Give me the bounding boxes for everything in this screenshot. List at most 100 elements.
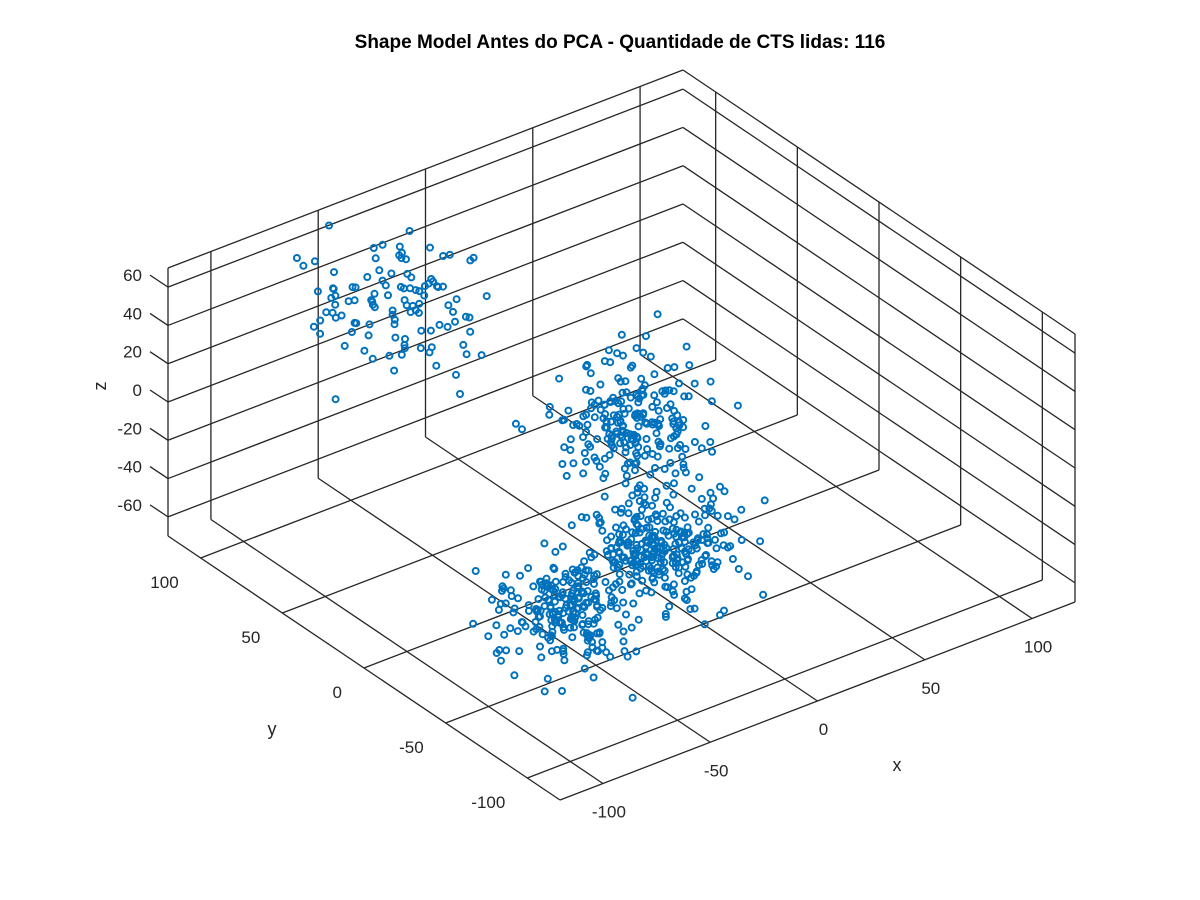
data-point (331, 395, 340, 404)
data-point (619, 598, 628, 607)
data-points (292, 221, 769, 702)
data-point (720, 487, 729, 496)
data-point (693, 536, 702, 545)
data-point (677, 544, 686, 553)
data-point (662, 544, 671, 552)
data-point (621, 479, 630, 488)
data-point (444, 301, 453, 310)
backwall-y-gridline-z (167, 165, 684, 365)
data-point (577, 513, 586, 522)
backwall-x-gridline-z (682, 318, 1076, 584)
data-point (713, 511, 722, 520)
data-point (371, 254, 380, 263)
data-point (365, 320, 374, 329)
data-point (660, 573, 669, 582)
data-point (568, 565, 577, 574)
backwall-y-gridline-z (167, 279, 684, 480)
z-tick-label: 20 (123, 343, 142, 362)
data-point (593, 613, 602, 622)
x-tick-label: -100 (592, 803, 626, 822)
data-point (682, 596, 691, 604)
data-point (654, 419, 663, 428)
data-point (637, 386, 646, 395)
data-point (598, 603, 607, 612)
data-point (682, 342, 691, 351)
data-point (602, 648, 611, 657)
data-point (569, 586, 578, 595)
backwall-y-gridline-z (167, 318, 684, 518)
data-point (653, 310, 662, 319)
data-point (611, 505, 620, 514)
backwall-y-gridline-z (167, 203, 684, 403)
data-point (469, 253, 478, 262)
data-point (625, 570, 634, 579)
data-point (630, 459, 639, 468)
data-point (368, 354, 377, 363)
data-point (665, 386, 674, 395)
data-point (560, 625, 568, 634)
backwall-y-gridline-z (167, 126, 684, 327)
data-point (574, 603, 583, 612)
data-point (646, 352, 655, 361)
data-point (466, 327, 475, 336)
data-point (616, 431, 625, 440)
data-point (645, 523, 654, 532)
data-point (669, 518, 678, 527)
data-point (624, 499, 633, 508)
z-tick-mark (149, 504, 169, 518)
data-point (644, 566, 653, 575)
data-point (630, 549, 639, 558)
data-point (706, 500, 715, 509)
data-point (545, 410, 554, 419)
data-point (500, 630, 509, 639)
data-point (697, 494, 706, 503)
data-point (545, 402, 554, 411)
data-point (642, 557, 651, 566)
data-point (719, 541, 728, 550)
data-point (443, 322, 452, 331)
data-point (549, 563, 558, 572)
data-point (451, 317, 459, 326)
data-point (497, 656, 505, 665)
data-point (309, 322, 318, 331)
data-point (631, 529, 640, 537)
data-point (708, 447, 717, 456)
data-point (452, 295, 461, 304)
data-point (609, 411, 618, 420)
data-point (399, 284, 408, 293)
data-point (676, 509, 685, 518)
data-point (669, 552, 678, 561)
data-point (562, 601, 571, 610)
data-point (632, 572, 641, 581)
data-point (730, 515, 739, 524)
z-tick-mark (149, 389, 169, 403)
data-point (426, 326, 435, 335)
data-point (579, 412, 588, 421)
data-point (536, 642, 544, 651)
data-point (620, 438, 629, 447)
data-point (678, 452, 687, 461)
data-point (310, 257, 319, 266)
data-point (620, 647, 629, 656)
data-point (331, 291, 340, 300)
z-tick-mark (149, 466, 169, 480)
data-point (518, 425, 526, 434)
data-point (663, 364, 672, 372)
data-point (700, 504, 709, 513)
data-point (534, 595, 543, 604)
data-point (654, 547, 662, 556)
data-point (642, 332, 650, 341)
y-tick-label: -100 (471, 793, 505, 812)
data-point (350, 318, 359, 327)
data-point (671, 469, 680, 478)
data-point (672, 525, 681, 534)
data-point (669, 432, 678, 441)
data-point (562, 471, 571, 480)
data-point (541, 593, 550, 602)
data-point (540, 539, 549, 548)
axis-y-edge (167, 535, 561, 801)
data-point (558, 416, 567, 425)
data-point (712, 562, 721, 571)
data-point (568, 595, 576, 604)
